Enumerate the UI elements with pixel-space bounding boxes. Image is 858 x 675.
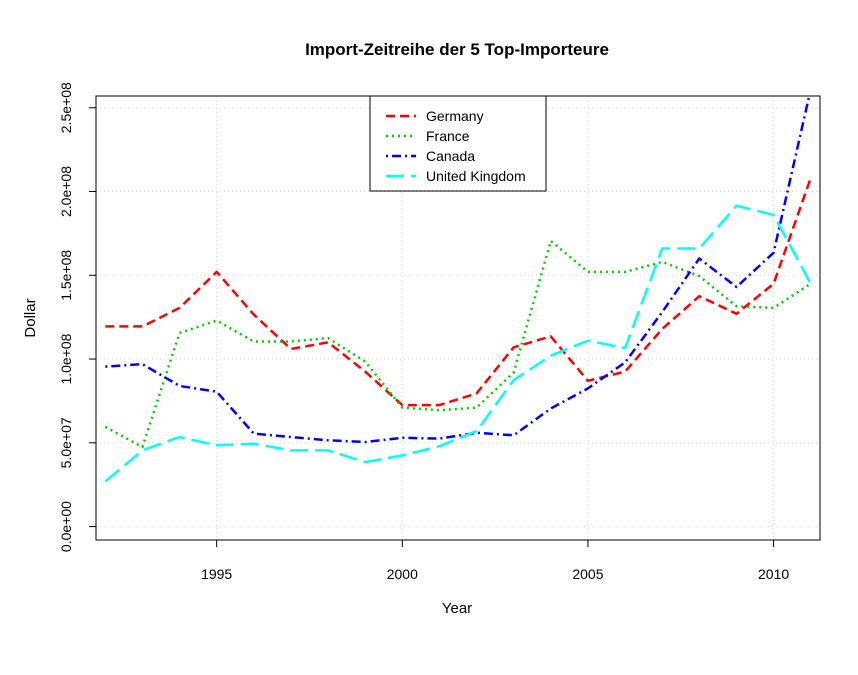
- series-lines: [104, 96, 812, 483]
- x-tick-label: 2010: [758, 566, 789, 582]
- x-axis: 1995 2000 2005 2010: [201, 539, 789, 582]
- chart-title: Import-Zeitreihe der 5 Top-Importeure: [305, 40, 609, 59]
- x-axis-label: Year: [442, 600, 472, 617]
- series-line-united-kingdom: [104, 204, 812, 483]
- legend: Germany France Canada United Kingdom: [369, 95, 547, 192]
- grid: [96, 96, 820, 540]
- y-tick-label: 2.0e+08: [58, 166, 74, 217]
- x-tick-label: 1995: [201, 566, 232, 582]
- y-tick-label: 1.5e+08: [58, 250, 74, 301]
- series-line-canada: [105, 96, 811, 444]
- legend-label: Canada: [426, 148, 475, 164]
- legend-label: Germany: [426, 108, 484, 124]
- y-axis-label: Dollar: [22, 298, 39, 337]
- legend-label: United Kingdom: [426, 168, 526, 184]
- y-tick-label: 5.0e+07: [58, 417, 74, 468]
- y-tick-label: 2.5e+08: [58, 82, 74, 133]
- y-tick-label: 1.0e+08: [58, 333, 74, 384]
- x-tick-label: 2000: [387, 566, 418, 582]
- legend-label: France: [426, 128, 470, 144]
- series-line-france: [104, 239, 812, 449]
- y-axis: 0.0e+00 5.0e+07 1.0e+08 1.5e+08 2.0e+08 2.5e+…: [58, 82, 97, 552]
- x-tick-label: 2005: [572, 566, 603, 582]
- series-line-germany: [105, 177, 812, 407]
- y-tick-label: 0.0e+00: [58, 501, 74, 552]
